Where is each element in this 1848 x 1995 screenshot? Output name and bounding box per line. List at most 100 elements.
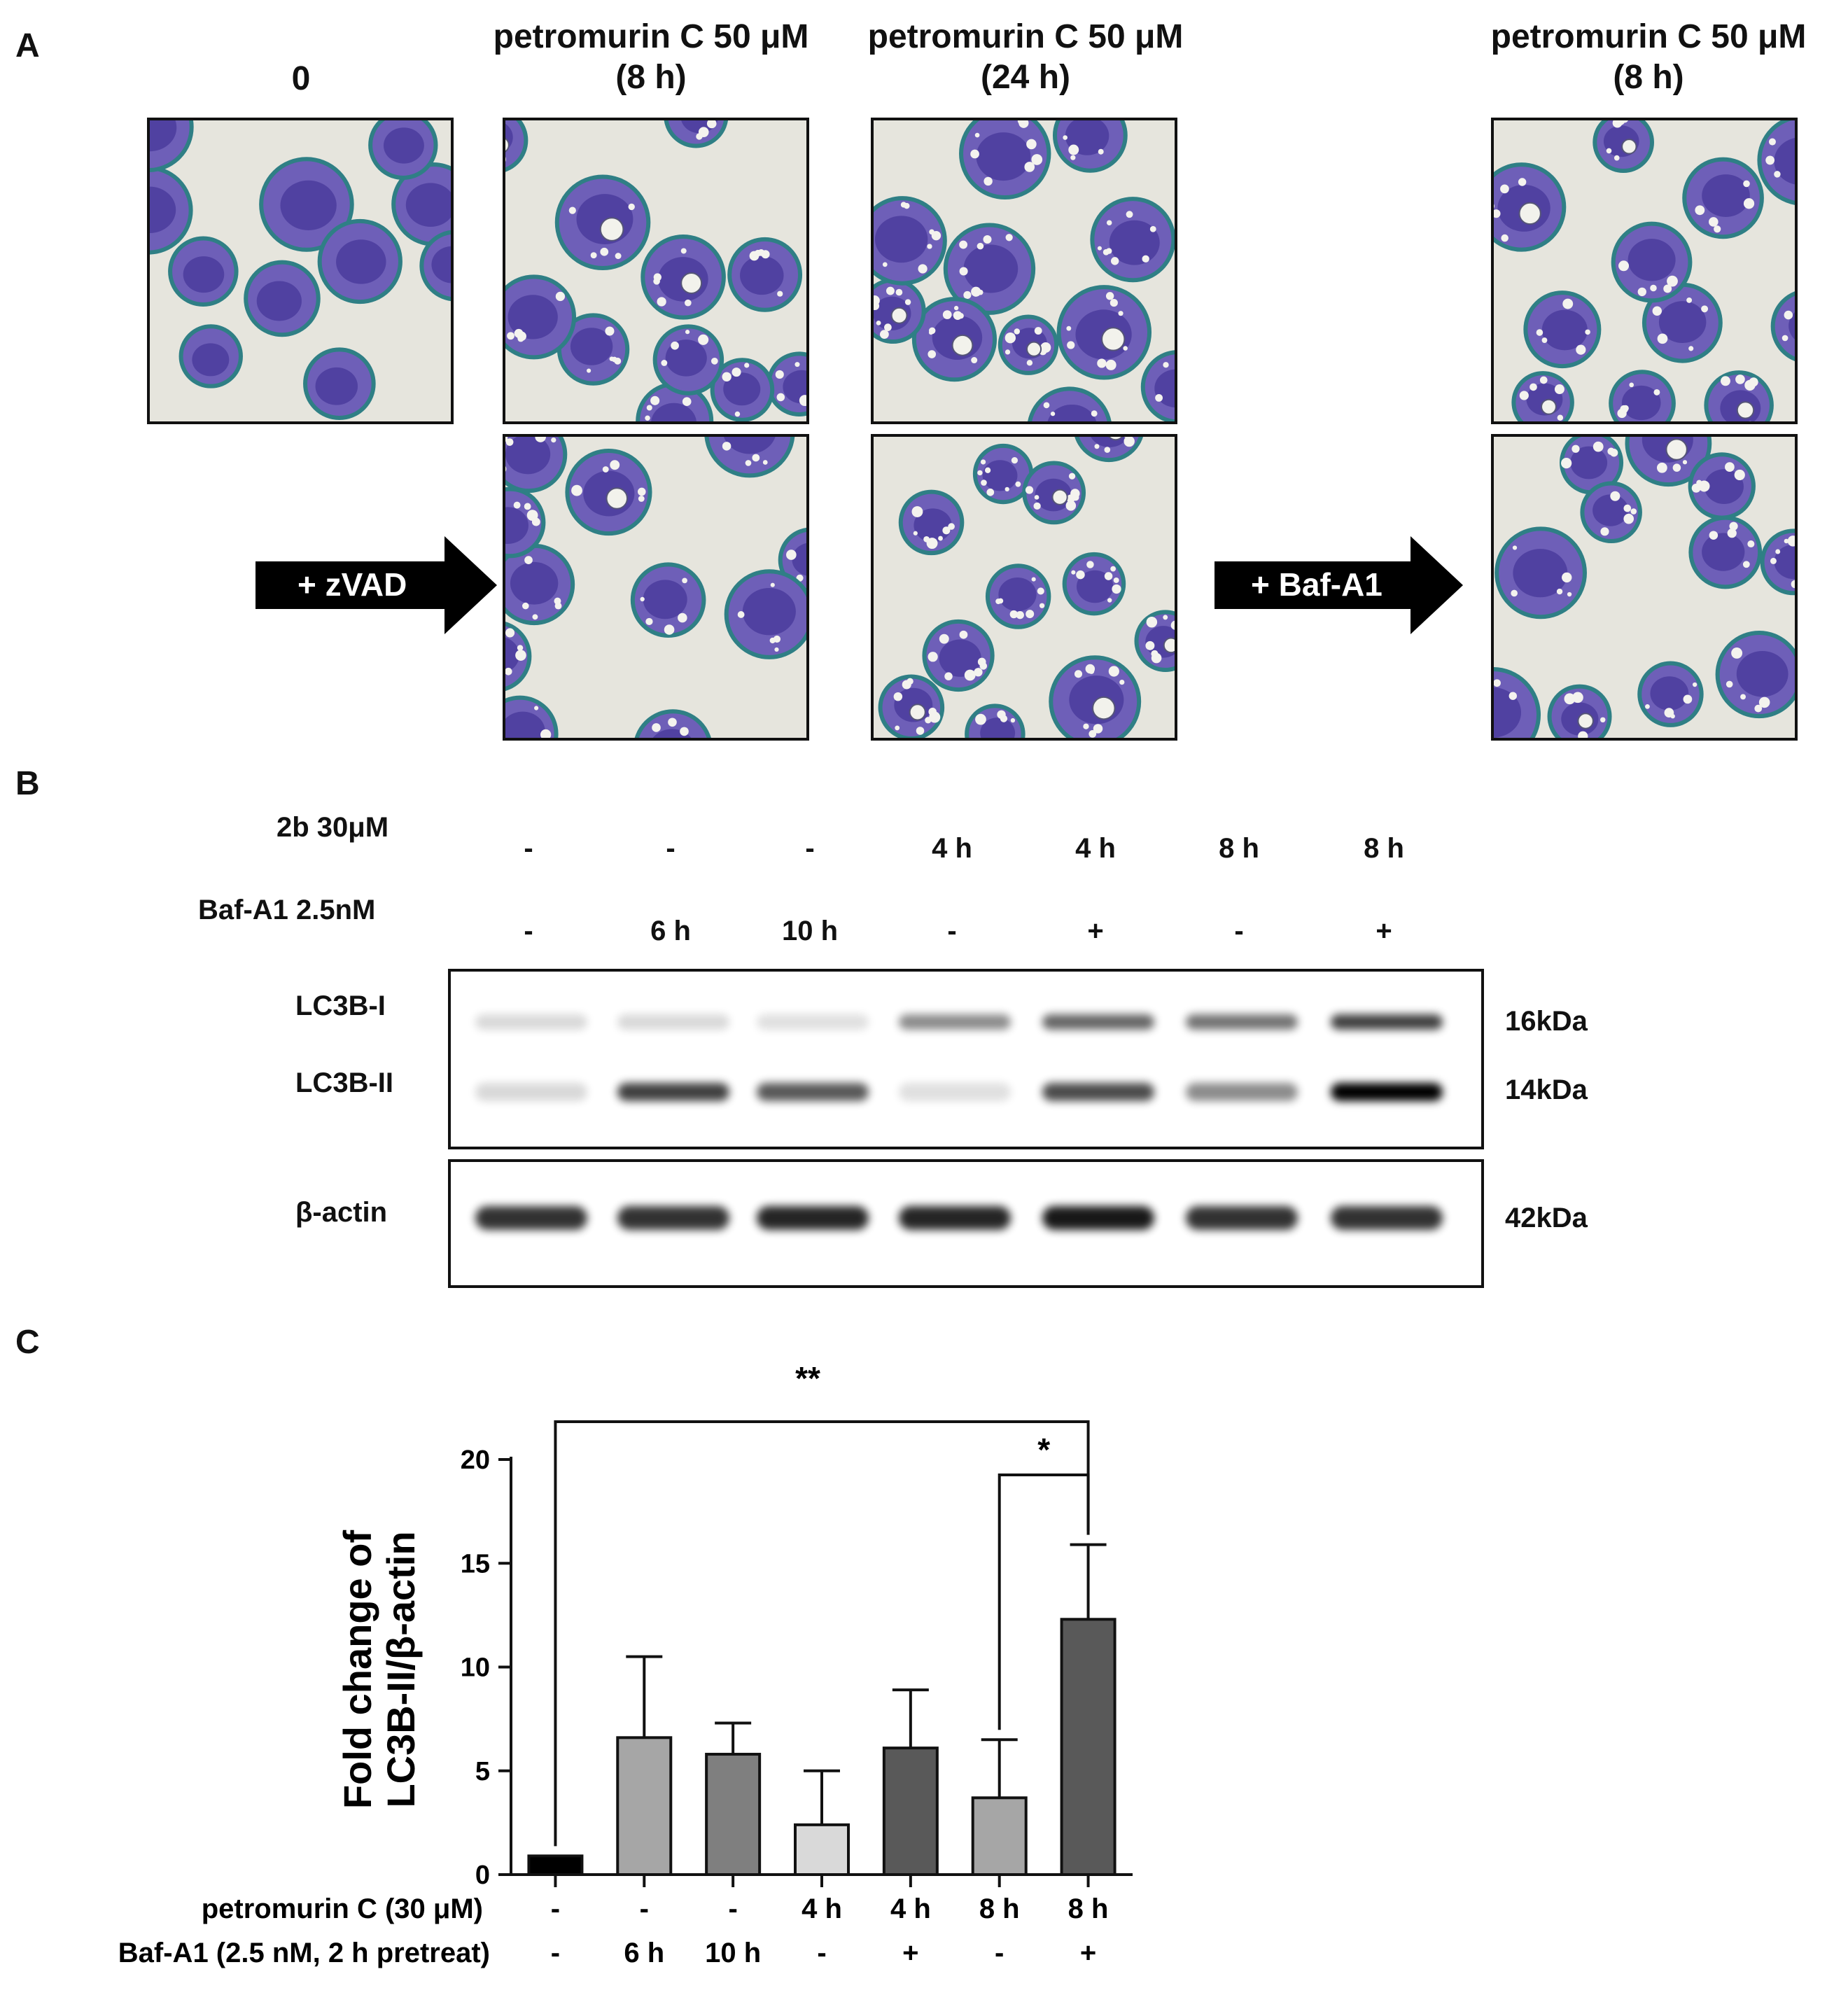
lc3b-blot bbox=[448, 969, 1484, 1149]
petromurin-row-label: petromurin C (30 μM) bbox=[202, 1893, 483, 1924]
cell bbox=[664, 120, 729, 148]
petromurin-row-value: 4 h bbox=[890, 1893, 931, 1924]
actin-band bbox=[617, 1206, 729, 1230]
lane-bafa1-label: 6 h bbox=[650, 916, 691, 946]
petromurin-row-value: 8 h bbox=[1068, 1893, 1109, 1924]
cell-field bbox=[1494, 120, 1795, 421]
y-tick-label: 15 bbox=[461, 1549, 490, 1578]
cell bbox=[1592, 120, 1654, 174]
bar bbox=[1060, 1618, 1116, 1876]
lc3b_ii-band bbox=[1331, 1083, 1443, 1101]
cell bbox=[911, 297, 997, 382]
y-tick-label: 0 bbox=[475, 1861, 490, 1890]
bar bbox=[616, 1736, 673, 1877]
cell bbox=[630, 562, 706, 638]
bafa1-row-value: - bbox=[551, 1938, 560, 1968]
bafa1-row-value: + bbox=[1080, 1938, 1096, 1968]
cell bbox=[1049, 655, 1142, 738]
lc3b_i-band bbox=[617, 1014, 729, 1030]
y-tick-label: 10 bbox=[461, 1653, 490, 1683]
lc3b_ii-band bbox=[899, 1083, 1011, 1101]
panel-letter-b: B bbox=[15, 765, 40, 802]
mw-16kda: 16kDa bbox=[1505, 1006, 1588, 1037]
cell-field bbox=[505, 120, 806, 421]
significance-label: ** bbox=[795, 1360, 820, 1396]
micrograph-8h-zvad bbox=[503, 434, 809, 741]
micrograph-24h-zvad bbox=[871, 434, 1177, 741]
cell bbox=[505, 695, 559, 738]
lane-bafa1-label: - bbox=[1234, 916, 1244, 946]
cell bbox=[565, 449, 652, 536]
condition-label-line2: (8 h) bbox=[1613, 59, 1684, 96]
cell bbox=[1074, 437, 1143, 463]
cell bbox=[652, 324, 724, 396]
cell bbox=[1757, 120, 1795, 205]
cell bbox=[317, 218, 402, 304]
cell bbox=[874, 196, 947, 286]
cell bbox=[178, 324, 243, 388]
cell bbox=[878, 674, 945, 738]
treatment-row-label: 2b 30μM bbox=[276, 812, 389, 843]
cell bbox=[985, 564, 1051, 629]
zvad-arrow: + zVAD bbox=[255, 536, 497, 634]
cell bbox=[1609, 370, 1676, 421]
bafa1-arrow: + Baf-A1 bbox=[1214, 536, 1463, 634]
cell bbox=[168, 236, 239, 307]
cell bbox=[965, 704, 1026, 738]
cell bbox=[972, 443, 1034, 505]
cell bbox=[1625, 437, 1712, 487]
mw-14kda: 14kDa bbox=[1505, 1074, 1588, 1105]
micrograph-8h-right bbox=[1491, 118, 1798, 424]
cell bbox=[1704, 370, 1774, 421]
cell bbox=[419, 230, 451, 302]
lane-bafa1-label: - bbox=[524, 916, 533, 946]
petromurin-row-value: 8 h bbox=[979, 1893, 1020, 1924]
protein-label-actin: β-actin bbox=[295, 1197, 388, 1228]
bar bbox=[794, 1823, 850, 1877]
cell bbox=[303, 347, 376, 421]
condition-label-line1: 0 bbox=[291, 60, 311, 97]
condition-label-2: petromurin C 50 μM (24 h) bbox=[836, 17, 1214, 98]
cell bbox=[1090, 197, 1175, 283]
cell bbox=[1134, 610, 1175, 672]
cell bbox=[368, 120, 438, 180]
y-axis-label-line2: LC3B-II/β-actin bbox=[379, 1531, 423, 1807]
micrograph-control bbox=[147, 118, 454, 424]
bafa1-row-label: Baf-A1 2.5nM bbox=[198, 895, 376, 925]
cell bbox=[505, 486, 546, 559]
cell-field bbox=[150, 120, 451, 421]
actin-bands bbox=[475, 1206, 1443, 1230]
cell bbox=[505, 120, 528, 172]
cell bbox=[1494, 526, 1587, 620]
micrograph-8h-bafa1 bbox=[1491, 434, 1798, 741]
y-axis-label-line1: Fold change of bbox=[335, 1530, 379, 1809]
lc3b_ii-band bbox=[475, 1083, 587, 1101]
cell bbox=[1494, 162, 1567, 252]
cell bbox=[259, 157, 354, 252]
condition-label-1: petromurin C 50 μM (8 h) bbox=[462, 17, 840, 98]
cell bbox=[727, 237, 803, 312]
bafa1-row-value: - bbox=[995, 1938, 1004, 1968]
cell bbox=[1523, 290, 1602, 369]
cell bbox=[1760, 528, 1795, 596]
cell-field bbox=[874, 120, 1175, 421]
cell bbox=[150, 166, 193, 255]
cell bbox=[1056, 285, 1152, 380]
cell bbox=[505, 622, 532, 692]
cell bbox=[959, 120, 1051, 200]
bafa1-row-value: - bbox=[817, 1938, 826, 1968]
lane-treatment-label: - bbox=[666, 833, 676, 864]
cell bbox=[1547, 684, 1612, 738]
cell bbox=[640, 234, 726, 320]
condition-label-line1: petromurin C 50 μM bbox=[1490, 18, 1807, 55]
bafa1-row-value: 10 h bbox=[705, 1938, 761, 1968]
y-tick-label: 20 bbox=[461, 1446, 490, 1475]
cell bbox=[244, 260, 321, 337]
cell bbox=[1637, 661, 1704, 727]
cell bbox=[1511, 371, 1574, 421]
lane-bafa1-label: + bbox=[1087, 916, 1104, 946]
cell bbox=[1715, 631, 1795, 719]
cell bbox=[710, 358, 775, 421]
actin-band bbox=[1042, 1206, 1154, 1230]
lane-treatment-label: 4 h bbox=[1075, 833, 1116, 864]
